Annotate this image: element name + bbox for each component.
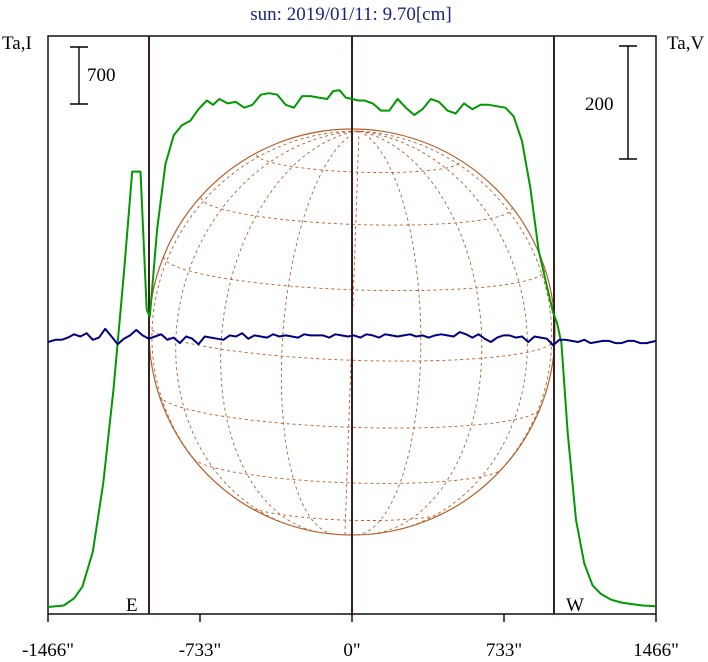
solar-grid-line bbox=[248, 506, 444, 521]
solar-grid-line bbox=[158, 395, 541, 429]
solar-grid-line bbox=[193, 458, 502, 484]
east-limb-label: E bbox=[126, 595, 138, 616]
solar-grid-line bbox=[175, 130, 360, 528]
left-axis-label: Ta,I bbox=[2, 33, 32, 54]
x-tick-label: 733" bbox=[486, 640, 522, 661]
west-limb-label: W bbox=[566, 595, 584, 616]
x-tick-label: -733" bbox=[179, 640, 222, 661]
solar-grid-line bbox=[356, 130, 422, 536]
solar-grid-line bbox=[200, 197, 513, 226]
solar-grid-line bbox=[256, 154, 460, 174]
solar-grid-line bbox=[358, 130, 553, 494]
solar-grid-line bbox=[358, 130, 483, 535]
scale-bar-right-value: 200 bbox=[585, 94, 614, 115]
solar-grid-line bbox=[358, 130, 528, 532]
x-tick-label: 0" bbox=[343, 640, 360, 661]
scale-bar-right bbox=[619, 45, 637, 160]
x-tick-label: -1466" bbox=[22, 640, 74, 661]
x-axis: -1466" -733" 0" 733" 1466" bbox=[22, 614, 679, 661]
solar-grid-line bbox=[220, 130, 360, 533]
scale-bar-left bbox=[70, 46, 88, 105]
series-line-ta-i bbox=[47, 89, 657, 608]
solar-grid-line bbox=[280, 130, 360, 535]
scale-bar-left-value: 700 bbox=[87, 65, 116, 86]
chart-title: sun: 2019/01/11: 9.70[cm] bbox=[250, 4, 451, 25]
solar-grid-line bbox=[151, 130, 359, 485]
right-axis-label: Ta,V bbox=[667, 33, 704, 54]
series-line-ta-v bbox=[47, 327, 657, 347]
solar-grid-line bbox=[163, 256, 546, 292]
x-tick-label: 1466" bbox=[633, 640, 679, 661]
